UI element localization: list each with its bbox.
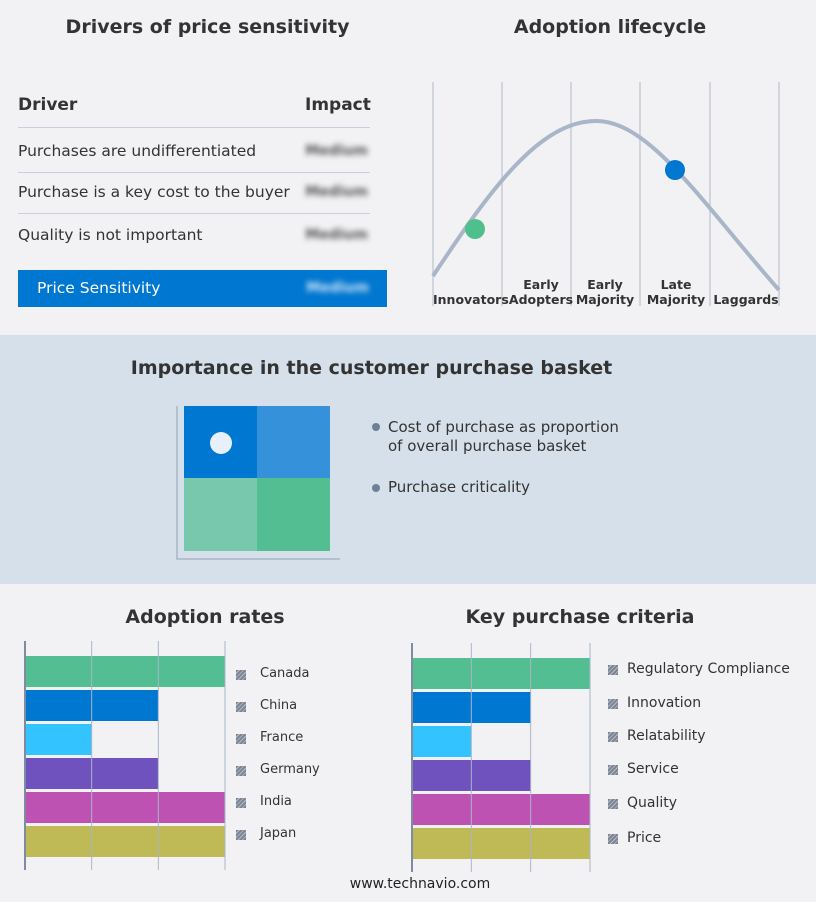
adoption-rates-title: Adoption rates <box>125 606 285 628</box>
driver-label: Quality is not important <box>18 226 203 244</box>
driver-row: Quality is not important Medium <box>18 214 370 256</box>
bullet-icon <box>372 484 380 492</box>
purchase-criteria-title: Key purchase criteria <box>465 606 695 628</box>
stage-label: Laggards <box>713 292 779 307</box>
legend-label: Quality <box>627 795 678 811</box>
bullet-icon <box>372 423 380 431</box>
driver-header: Driver <box>18 95 78 115</box>
position-marker <box>210 432 232 454</box>
basket-bullet: Purchase criticality <box>388 478 531 496</box>
basket-section <box>0 335 816 584</box>
impact-value: Medium <box>305 143 368 159</box>
legend-label: China <box>260 698 298 713</box>
stage-label: Early Majority <box>575 277 635 307</box>
legend-swatch-icon <box>608 799 618 809</box>
driver-row: Purchase is a key cost to the buyer Mediu… <box>18 171 370 214</box>
bar-regulatory-compliance <box>412 658 590 689</box>
basket-bullet: Cost of purchase as proportion of overal… <box>388 418 619 455</box>
quadrant <box>257 406 330 478</box>
basket-matrix <box>176 406 340 560</box>
impact-header: Impact <box>305 95 371 115</box>
legend-swatch-icon <box>236 766 246 776</box>
legend-swatch-icon <box>608 665 618 675</box>
late-majority-marker <box>665 160 685 180</box>
driver-row: Purchases are undifferentiated Medium <box>18 130 370 173</box>
legend-label: Service <box>627 761 679 777</box>
bar-quality <box>412 794 590 825</box>
legend-label: Japan <box>260 826 297 841</box>
legend-label: India <box>260 794 292 809</box>
legend-swatch-icon <box>236 670 246 680</box>
stage-label: Early Adopters <box>508 277 574 307</box>
legend-swatch-icon <box>608 699 618 709</box>
matrix-axis <box>176 406 340 560</box>
quadrant <box>257 478 330 551</box>
legend-label: France <box>260 730 304 745</box>
impact-value: Medium <box>305 227 368 243</box>
legend-swatch-icon <box>608 765 618 775</box>
legend-swatch-icon <box>236 702 246 712</box>
footer-url: www.technavio.com <box>349 876 491 892</box>
legend-swatch-icon <box>236 734 246 744</box>
drivers-title: Drivers of price sensitivity <box>65 16 350 38</box>
lifecycle-title: Adoption lifecycle <box>513 16 707 38</box>
legend-label: Canada <box>260 666 310 681</box>
driver-label: Purchases are undifferentiated <box>18 142 257 160</box>
summary-label: Price Sensitivity <box>37 279 161 297</box>
driver-label: Purchase is a key cost to the buyer <box>18 183 290 201</box>
bar-france <box>25 724 92 755</box>
bar-india <box>25 792 225 823</box>
legend-label: Regulatory Compliance <box>627 661 790 677</box>
bar-japan <box>25 826 225 857</box>
bar-price <box>412 828 590 859</box>
adoption-curve <box>431 118 781 292</box>
summary-impact: Medium <box>306 280 369 296</box>
legend-swatch-icon <box>608 732 618 742</box>
lifecycle-chart <box>431 82 781 306</box>
legend-swatch-icon <box>236 830 246 840</box>
legend-label: Price <box>627 830 662 846</box>
stage-label: Innovators <box>433 292 509 307</box>
legend-swatch-icon <box>236 798 246 808</box>
price-sensitivity-summary: Price Sensitivity Medium <box>18 270 387 307</box>
basket-title: Importance in the customer purchase bask… <box>130 357 613 379</box>
legend-label: Germany <box>260 762 320 777</box>
bar-canada <box>25 656 225 687</box>
legend-label: Relatability <box>627 728 706 744</box>
divider <box>18 127 370 128</box>
legend-swatch-icon <box>608 834 618 844</box>
quadrant <box>184 478 257 551</box>
bar-relatability <box>412 726 472 757</box>
impact-value: Medium <box>305 184 368 200</box>
stage-label: Late Majority <box>646 277 706 307</box>
innovators-marker <box>465 219 485 239</box>
legend-label: Innovation <box>627 695 702 711</box>
